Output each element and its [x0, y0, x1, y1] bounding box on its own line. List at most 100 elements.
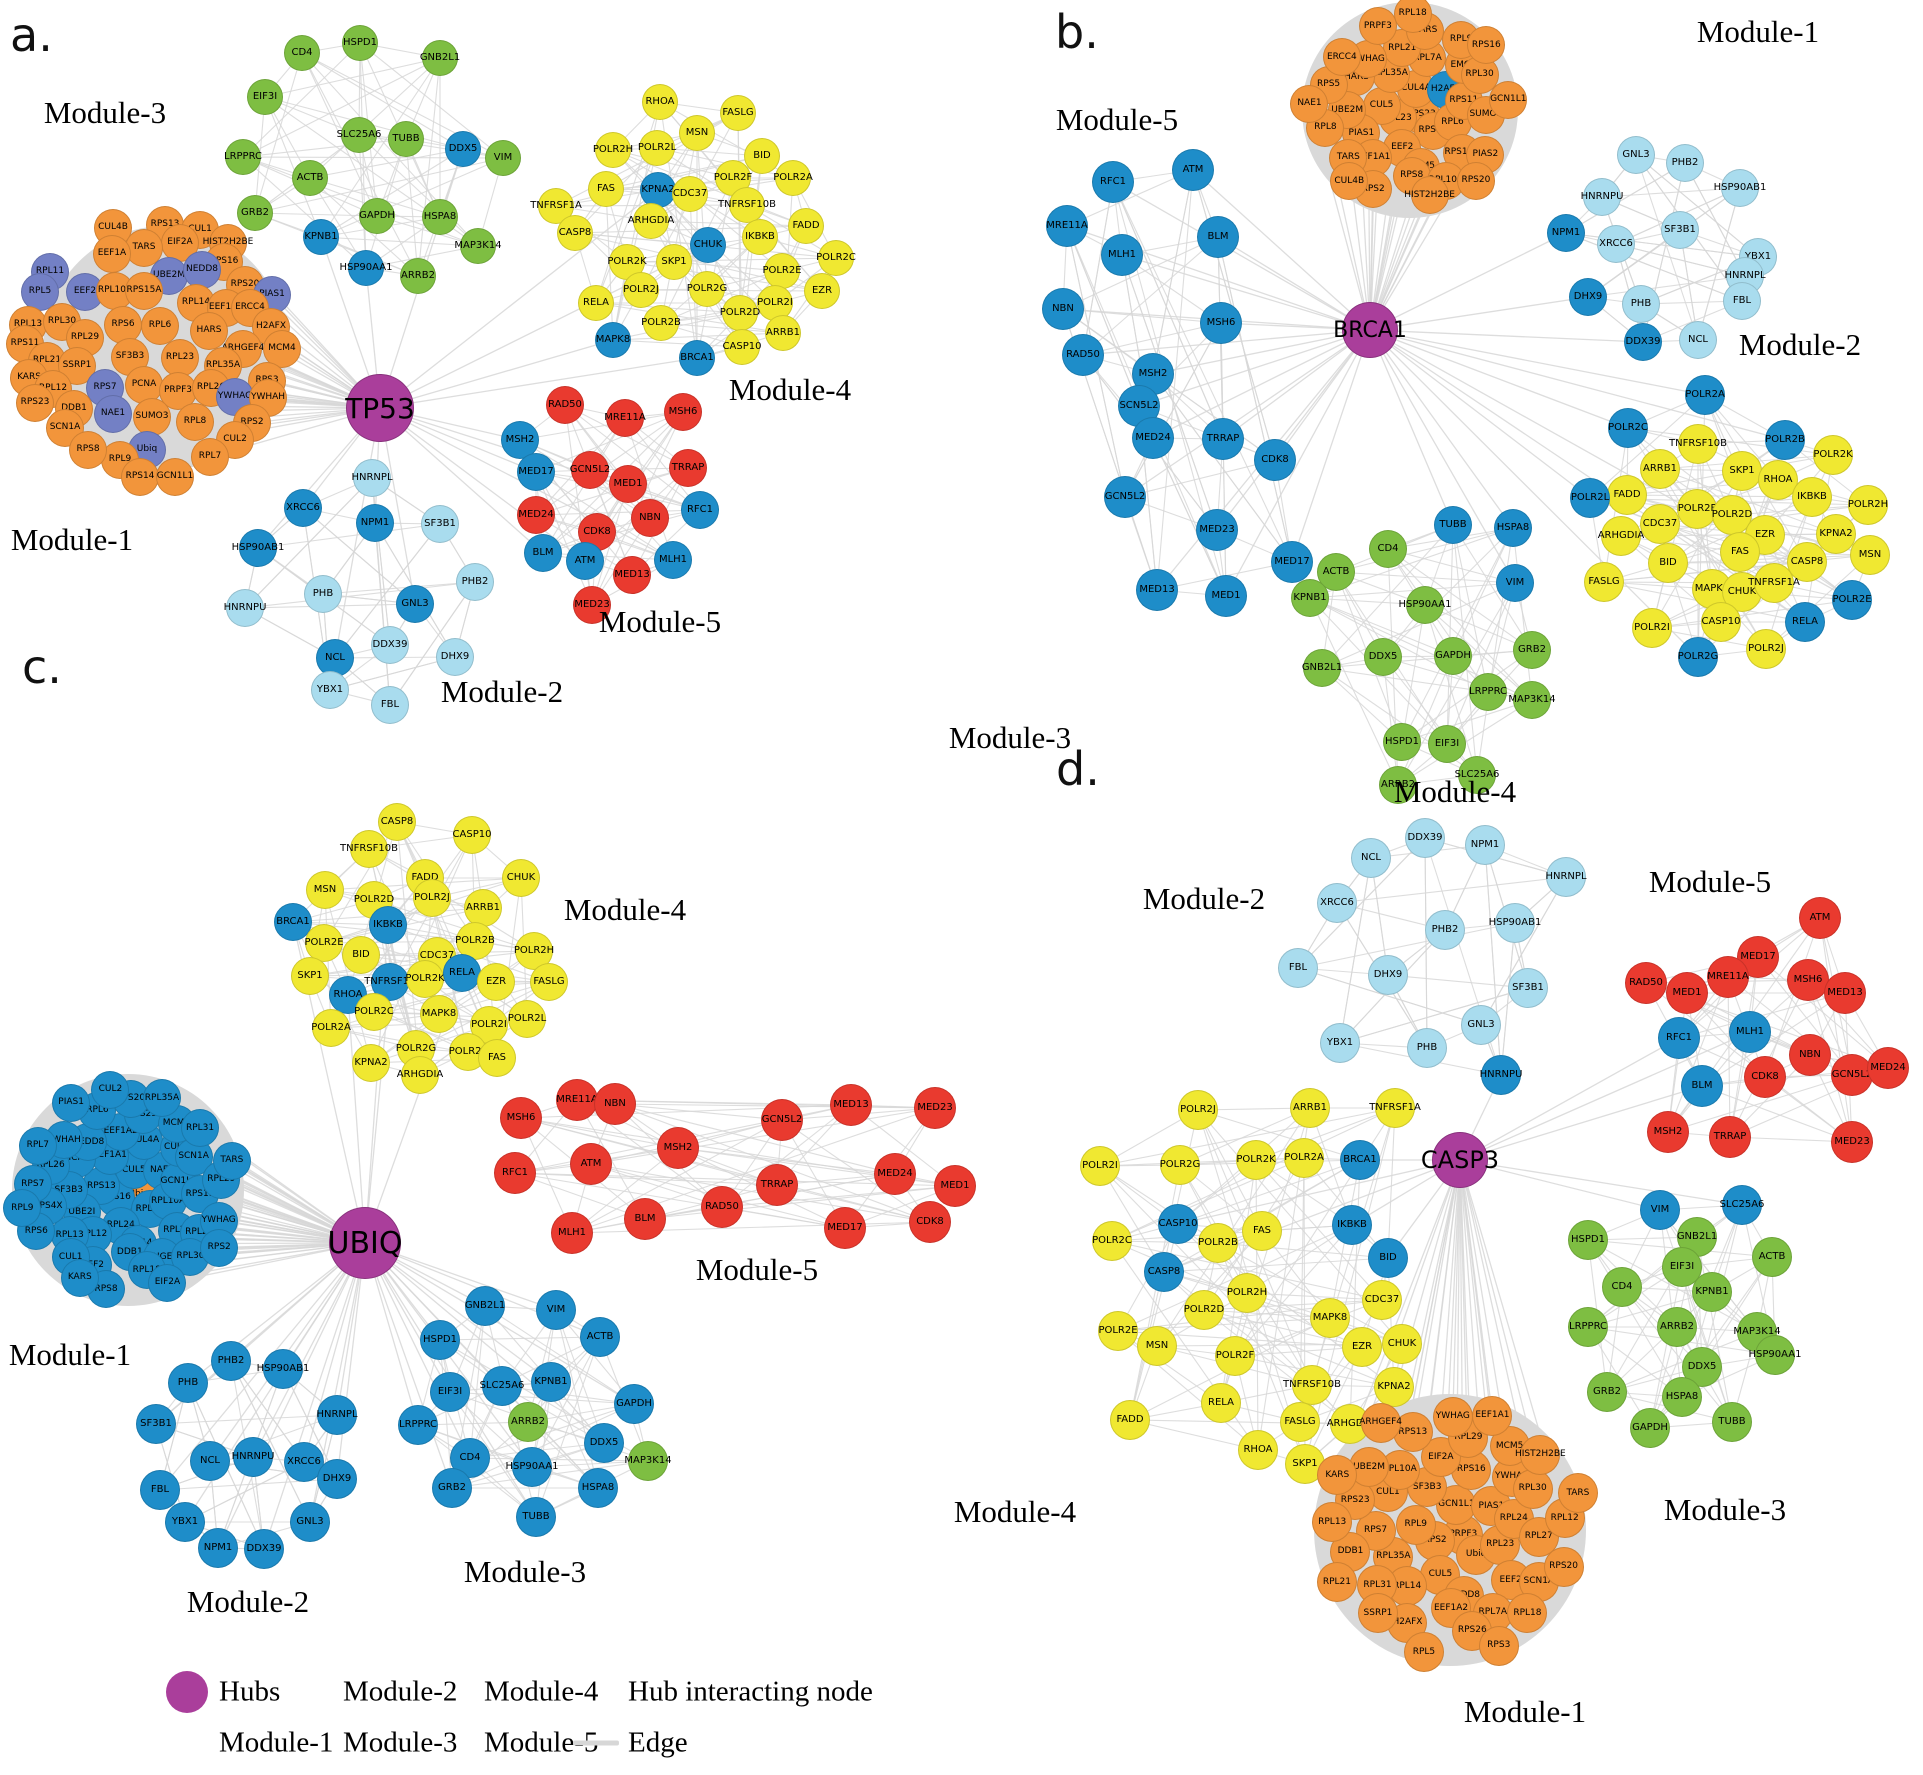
network-node: GCN1L1 — [1489, 80, 1528, 119]
network-node: VIM — [1496, 564, 1534, 602]
network-node: HSP90AB1 — [1714, 169, 1766, 207]
node-label: ARRB2 — [401, 269, 435, 281]
node-label: RPS15A — [1444, 147, 1480, 158]
node-label: RPS2 — [1361, 183, 1385, 194]
network-node: DDX39 — [1405, 818, 1445, 858]
network-node: CUL4B — [1330, 162, 1369, 201]
network-node: SLC25A6 — [1455, 756, 1499, 794]
network-node: HSPA8 — [422, 199, 458, 235]
network-node: CDK8 — [1744, 1056, 1786, 1098]
node-label: RPL23 — [163, 1224, 192, 1235]
network-node: IKBKB — [369, 906, 407, 944]
node-label: EEF2 — [1391, 142, 1414, 153]
node-label: RPS8 — [76, 444, 100, 455]
node-label: CDC37 — [672, 187, 708, 199]
network-node: POLR2I — [757, 285, 793, 321]
network-node: MED17 — [824, 1207, 866, 1249]
node-label: POLR2K — [607, 255, 647, 267]
network-node: RHOA — [1238, 1430, 1278, 1470]
node-label: MED1 — [940, 1179, 970, 1191]
network-node: CASP8 — [378, 803, 416, 841]
node-label: MCM5 — [1495, 1440, 1524, 1451]
panel-letter-a: a. — [10, 8, 53, 62]
node-label: RPL10A — [97, 285, 133, 296]
node-label: POLR2G — [1677, 650, 1719, 662]
node-label: RPL12 — [38, 383, 68, 394]
network-node: RELA — [443, 954, 481, 992]
node-label: HNRNPL — [1545, 870, 1587, 882]
node-label: FASLG — [1588, 575, 1620, 587]
network-node: POLR2G — [1160, 1145, 1200, 1185]
network-node: POLR2H — [1227, 1273, 1267, 1313]
network-node: BRCA1 — [1340, 1140, 1380, 1180]
network-node: BID — [1648, 543, 1688, 583]
node-label: POLR2D — [1183, 1303, 1225, 1315]
network-node: TRRAP — [1709, 1116, 1751, 1158]
node-label: DDB1 — [1337, 1545, 1364, 1556]
node-label: BID — [753, 149, 771, 161]
node-label: BID — [1379, 1251, 1397, 1263]
node-label: RPL21 — [1388, 42, 1417, 53]
node-label: CASP8 — [1147, 1265, 1181, 1277]
node-label: TARS — [1566, 1487, 1590, 1498]
node-label: PHB2 — [1671, 156, 1699, 168]
network-node: SUMO3 — [133, 398, 171, 436]
network-node: MED13 — [1824, 972, 1866, 1014]
node-label: ATM — [1182, 163, 1204, 175]
node-label: CD4 — [1377, 542, 1399, 554]
node-label: RPL31 — [185, 1122, 215, 1133]
node-label: CHUK — [693, 238, 723, 250]
node-label: YBX1 — [171, 1515, 199, 1527]
node-label: PHB2 — [217, 1354, 245, 1366]
node-label: SF3B1 — [1664, 223, 1696, 235]
node-label: FASLG — [722, 106, 754, 118]
network-node: GRB2 — [237, 195, 273, 231]
node-label: RPS20 — [1461, 175, 1491, 186]
network-node: NCL — [1679, 321, 1717, 359]
node-label: RPL12 — [79, 1229, 108, 1240]
network-node: MRE11A — [556, 1079, 598, 1121]
network-node: SF3B1 — [1661, 211, 1699, 249]
network-node: BLM — [1681, 1065, 1723, 1107]
node-label: PHB — [1416, 1041, 1438, 1053]
node-label: ARRB2 — [511, 1415, 545, 1427]
node-label: HSPA8 — [1496, 521, 1530, 533]
node-label: RPS16 — [209, 256, 239, 267]
node-label: POLR2I — [757, 296, 793, 308]
node-label: SF3B1 — [140, 1417, 172, 1429]
b-module2-label: Module-2 — [1738, 327, 1862, 362]
network-node: VIM — [536, 1290, 576, 1330]
network-node: HNRNPU — [232, 1437, 274, 1477]
network-node: ACTB — [292, 160, 328, 196]
node-label: RPL26 — [36, 1160, 65, 1171]
node-label: DHX9 — [1573, 290, 1603, 302]
network-node: NPM1 — [356, 504, 394, 542]
node-label: MLH1 — [1735, 1025, 1765, 1037]
network-node: HSPD1 — [1383, 723, 1421, 761]
node-label: RPS20 — [230, 279, 260, 290]
network-node: DHX9 — [317, 1459, 357, 1499]
network-node: GNL3 — [1461, 1005, 1501, 1045]
node-label: RAD50 — [1629, 976, 1663, 988]
node-label: HSPD1 — [1385, 735, 1419, 747]
network-node: RPL7 — [191, 438, 229, 476]
node-label: MED1 — [1672, 986, 1702, 998]
network-node: UBE2M — [1349, 1447, 1390, 1488]
network-node: CD4 — [450, 1438, 490, 1478]
node-label: CUL5 — [122, 1164, 146, 1175]
network-node: RPL8 — [176, 403, 214, 441]
node-label: RPL29 — [1454, 1432, 1483, 1443]
node-label: NAE1 — [1297, 98, 1322, 109]
node-label: RPS16 — [1471, 39, 1501, 50]
node-label: KPNA2 — [354, 1056, 388, 1068]
node-label: MSH6 — [668, 405, 698, 417]
hub-node-brca1: BRCA1 — [1333, 302, 1407, 358]
network-node: CASP10 — [1701, 602, 1741, 642]
network-node: GAPDH — [359, 198, 395, 234]
network-node: SF3B1 — [421, 505, 459, 543]
node-label: HIST2H2BE — [1404, 189, 1455, 200]
network-node: RELA — [1201, 1383, 1241, 1423]
node-label: LRPPRC — [1469, 685, 1508, 697]
node-label: IKBKB — [1797, 490, 1827, 502]
node-label: RPL5 — [1412, 1646, 1436, 1657]
